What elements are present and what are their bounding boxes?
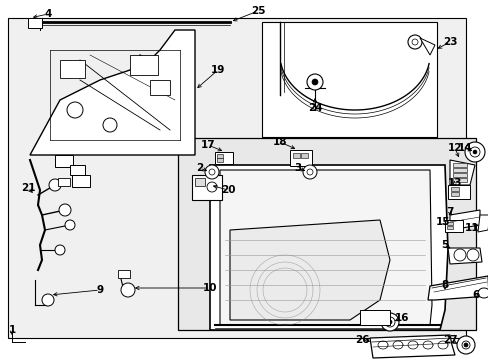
Circle shape: [384, 317, 394, 327]
Text: 23: 23: [442, 37, 456, 47]
Bar: [359, 310, 389, 325]
Polygon shape: [447, 248, 481, 264]
Bar: [446, 222, 452, 225]
Bar: [60, 60, 85, 78]
Circle shape: [42, 294, 54, 306]
Bar: [450, 192, 458, 196]
Text: 7: 7: [446, 207, 453, 217]
Text: 24: 24: [307, 103, 322, 113]
Circle shape: [456, 336, 474, 354]
Circle shape: [463, 343, 467, 347]
Text: 15: 15: [435, 217, 449, 227]
Polygon shape: [477, 215, 488, 232]
Bar: [195, 178, 204, 186]
Bar: [72, 175, 90, 187]
Text: 16: 16: [394, 313, 408, 323]
Bar: [70, 165, 85, 175]
Polygon shape: [30, 30, 195, 155]
Bar: [215, 152, 232, 164]
Bar: [289, 150, 311, 166]
Bar: [55, 155, 73, 167]
Bar: [178, 138, 475, 330]
Bar: [452, 173, 466, 177]
Circle shape: [472, 150, 476, 154]
Bar: [28, 18, 42, 28]
Bar: [217, 154, 223, 158]
Bar: [262, 22, 436, 137]
Bar: [150, 80, 170, 95]
Circle shape: [103, 118, 117, 132]
Bar: [58, 178, 70, 186]
Polygon shape: [419, 38, 434, 55]
Text: 5: 5: [441, 240, 447, 250]
Bar: [118, 270, 130, 278]
Bar: [450, 187, 458, 191]
Text: 17: 17: [200, 140, 215, 150]
Polygon shape: [427, 276, 488, 300]
Circle shape: [49, 179, 61, 191]
Circle shape: [464, 142, 484, 162]
Bar: [292, 153, 299, 158]
Circle shape: [306, 74, 323, 90]
Circle shape: [65, 220, 75, 230]
Circle shape: [466, 249, 478, 261]
Circle shape: [206, 182, 217, 192]
Text: 2: 2: [196, 163, 203, 173]
Circle shape: [67, 102, 83, 118]
Text: 3: 3: [294, 163, 301, 173]
Circle shape: [55, 245, 65, 255]
Text: 10: 10: [203, 283, 217, 293]
Circle shape: [453, 249, 465, 261]
Text: 14: 14: [457, 143, 471, 153]
Bar: [446, 226, 452, 229]
Circle shape: [204, 165, 219, 179]
Circle shape: [461, 341, 469, 349]
Circle shape: [303, 165, 316, 179]
Bar: [452, 178, 466, 182]
Bar: [452, 163, 466, 167]
Circle shape: [311, 79, 317, 85]
Polygon shape: [369, 335, 454, 358]
Polygon shape: [477, 288, 488, 298]
Polygon shape: [220, 170, 431, 325]
Text: 11: 11: [464, 223, 478, 233]
Text: 12: 12: [447, 143, 461, 153]
Circle shape: [407, 35, 421, 49]
Text: 27: 27: [442, 335, 456, 345]
Bar: [192, 175, 222, 200]
Polygon shape: [209, 165, 447, 330]
Circle shape: [121, 283, 135, 297]
Text: 20: 20: [220, 185, 235, 195]
Text: 18: 18: [272, 137, 286, 147]
Text: 25: 25: [250, 6, 264, 16]
Polygon shape: [449, 160, 474, 185]
Circle shape: [208, 169, 215, 175]
Circle shape: [411, 39, 417, 45]
Text: 1: 1: [8, 325, 16, 335]
Circle shape: [306, 169, 312, 175]
Bar: [447, 185, 469, 199]
Polygon shape: [449, 210, 479, 230]
Text: 6: 6: [471, 290, 479, 300]
Polygon shape: [229, 220, 389, 320]
Bar: [217, 158, 223, 162]
Bar: [452, 168, 466, 172]
Circle shape: [387, 320, 391, 324]
Text: 19: 19: [210, 65, 225, 75]
Text: 21: 21: [20, 183, 35, 193]
Text: 8: 8: [441, 280, 447, 290]
Bar: [444, 220, 462, 232]
Text: 26: 26: [354, 335, 368, 345]
Circle shape: [380, 313, 398, 331]
Text: 4: 4: [44, 9, 52, 19]
Bar: [130, 55, 158, 75]
Circle shape: [59, 204, 71, 216]
Bar: [8, 18, 465, 338]
Bar: [301, 153, 307, 158]
Text: 9: 9: [96, 285, 103, 295]
Circle shape: [469, 147, 479, 157]
Text: 13: 13: [447, 178, 461, 188]
